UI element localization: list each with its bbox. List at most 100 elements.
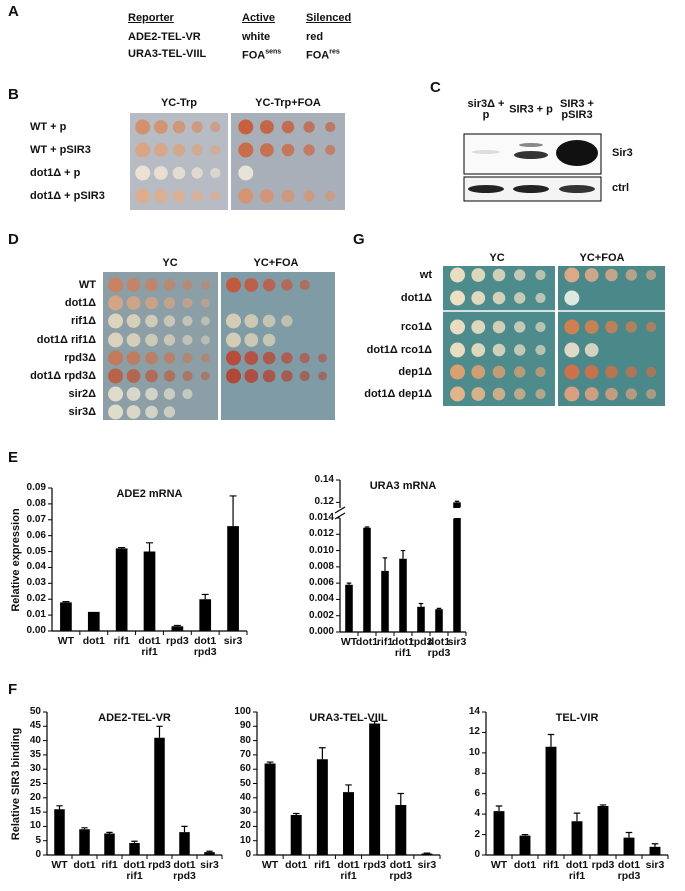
colony-spot [471,320,486,334]
x-tick-label: rpd3 [591,859,615,871]
panel-label: G [353,231,365,248]
colony-spot [584,387,599,401]
bar [395,804,407,855]
y-tick-label: 0.12 [314,496,334,508]
y-tick-label: 0.006 [308,577,334,589]
colony-spot [492,365,506,379]
colony-spot [535,269,546,281]
table-header: Silenced [306,12,352,24]
colony-spot [535,366,546,378]
colony-spot [492,387,506,401]
error-bar [454,500,460,503]
colony-spot [145,278,158,292]
x-tick-label: rpd3 [363,859,387,871]
error-bar [573,812,581,822]
colony-spot [259,120,274,134]
colony-spot [605,320,618,334]
y-axis-label: Relative expression [10,507,22,612]
x-tick-label: rif1 [376,636,394,648]
bar [453,502,461,632]
panel-label: D [8,231,19,248]
colony-spot [191,167,203,179]
x-tick-label: rpd3 [409,636,433,648]
colony-spot [225,350,241,366]
column-header: YC-Trp+FOA [255,97,321,109]
colony-spot [163,334,176,346]
colony-spot [299,279,310,291]
colony-spot [191,190,203,202]
colony-spot [564,319,580,335]
row-label: dot1Δ + pSIR3 [30,190,105,202]
colony-spot [281,279,293,291]
axis-break [334,506,346,514]
y-tick-label: 20 [239,820,251,832]
bar [143,551,156,631]
colony-spot [514,269,526,281]
row-label: dot1Δ + p [30,167,81,179]
colony-spot [535,344,546,356]
colony-spot [163,297,176,309]
y-tick-label: 0.05 [26,545,46,557]
colony-spot [514,321,526,333]
colony-spot [163,315,176,327]
bar [87,611,100,631]
colony-spot [163,352,176,364]
plate [558,266,665,406]
colony-spot [584,268,599,282]
colony-spot [145,369,158,383]
panel-label: C [430,79,441,96]
colony-spot [564,267,580,283]
x-tick-label: dot1 rpd3 [193,635,217,658]
error-bar [292,812,300,815]
colony-spot [471,365,486,379]
colony-spot [191,121,203,133]
colony-spot [584,343,599,357]
error-bar [397,792,405,805]
bar [345,584,353,632]
blot-band [559,185,595,193]
bar [264,763,276,855]
bar [399,558,407,632]
y-tick-label: 20 [29,791,41,803]
colony-spot [646,269,657,281]
colony-spot [514,388,526,400]
cell-text: FOA [242,49,266,62]
colony-spot [135,188,151,204]
colony-spot [262,278,276,292]
y-tick-label: 0.01 [26,609,46,621]
x-tick-label: sir3 [447,636,467,648]
y-tick-label: 0 [35,849,41,860]
y-tick-label: 70 [239,748,251,760]
error-bar [319,747,326,760]
colony-spot [182,297,193,309]
colony-spot [145,333,158,347]
colony-spot [281,352,293,364]
colony-spot [238,165,254,181]
error-bar [436,607,442,610]
colony-spot [191,144,203,156]
x-tick-label: dot1 rif1 [123,859,146,882]
column-header: YC [489,252,505,264]
blot-band [519,143,543,147]
bar [290,814,302,855]
row-label: dot1Δ rif1Δ [36,334,96,346]
bar [199,599,212,631]
colony-spot [262,314,276,328]
colony-spot [172,189,186,203]
colony-spot [200,316,210,326]
colony-spot [281,143,295,157]
row-label: WT [78,279,96,291]
colony-spot [108,295,124,311]
table-header: Reporter [128,12,174,24]
colony-spot [153,143,168,157]
error-bar [625,831,633,838]
colony-spot [200,280,210,290]
colony-spot [605,268,618,282]
error-bar [346,582,352,585]
y-tick-label: 0 [245,849,251,860]
column-header: YC [162,257,178,269]
error-bar [229,495,237,527]
y-tick-label: 100 [234,706,251,717]
colony-spot [564,342,580,358]
colony-spot [126,369,141,383]
